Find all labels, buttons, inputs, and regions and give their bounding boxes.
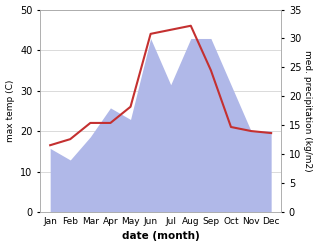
X-axis label: date (month): date (month) <box>122 231 199 242</box>
Y-axis label: max temp (C): max temp (C) <box>5 80 15 142</box>
Y-axis label: med. precipitation (kg/m2): med. precipitation (kg/m2) <box>303 50 313 172</box>
